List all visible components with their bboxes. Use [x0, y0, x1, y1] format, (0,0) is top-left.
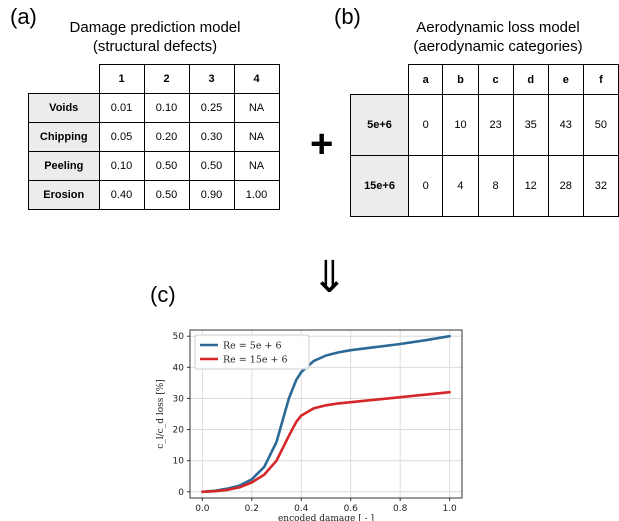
- panel-a-column-header: 2: [143, 64, 190, 94]
- panel-b-title-line2: (aerodynamic categories): [413, 38, 583, 55]
- panel-b-cell: 28: [547, 155, 584, 217]
- panel-b-letter: (b): [334, 4, 361, 29]
- y-tick-label: 10: [173, 457, 185, 467]
- panel-b-cell: 4: [442, 155, 479, 217]
- panel-a-column-header: 4: [233, 64, 280, 94]
- y-tick-label: 40: [173, 363, 185, 373]
- panel-b-corner-cell: [351, 65, 409, 95]
- panel-a-cell: 0.50: [143, 180, 190, 210]
- x-axis-label: encoded damage [ - ]: [278, 514, 374, 521]
- panel-b-row: 15e+6 0 4 8 12 28 32: [349, 155, 619, 217]
- panel-b-column-header: e: [547, 64, 584, 95]
- panel-a-cell: 0.05: [98, 122, 145, 152]
- panel-a-row: Chipping 0.05 0.20 0.30 NA: [28, 122, 280, 152]
- damage-prediction-table: 1 2 3 4 Voids 0.01 0.10 0.25 NA Chipping 0.05 0.20 0…: [28, 64, 280, 210]
- panel-b-cell: 23: [477, 94, 514, 156]
- plus-operator: +: [310, 122, 334, 166]
- panel-a-row: Peeling 0.10 0.50 0.50 NA: [28, 151, 280, 181]
- panel-b-row-label: 5e+6: [349, 94, 410, 156]
- panel-b-column-header: f: [582, 64, 619, 95]
- series-line-2: [201, 390, 451, 494]
- panel-b-cell: 0: [408, 155, 444, 217]
- series-line-1: [201, 334, 451, 494]
- legend-label-1: Re = 5e + 6: [223, 341, 281, 352]
- panel-b-column-header: b: [442, 64, 479, 95]
- x-tick-label: 1.0: [442, 504, 457, 514]
- panel-b-row-label: 15e+6: [349, 155, 410, 217]
- panel-a-corner-cell: [29, 65, 100, 94]
- y-tick-label: 0: [178, 488, 184, 498]
- panel-b-cell: 43: [547, 94, 584, 156]
- panel-a-cell: 0.10: [143, 93, 190, 123]
- panel-a-title-line2: (structural defects): [92, 38, 218, 55]
- panel-a-cell: 0.10: [98, 151, 145, 181]
- panel-a-cell: 0.40: [98, 180, 145, 210]
- panel-b-title: Aerodynamic loss model (aerodynamic cate…: [380, 18, 616, 56]
- panel-c-letter: (c): [150, 282, 176, 307]
- panel-a-cell: 1.00: [233, 180, 280, 210]
- panel-b-cell: 32: [582, 155, 619, 217]
- panel-a-cell: NA: [233, 93, 280, 123]
- panel-a-row: Erosion 0.40 0.50 0.90 1.00: [28, 180, 280, 210]
- legend-label-2: Re = 15e + 6: [223, 355, 288, 366]
- panel-a-cell: 0.20: [143, 122, 190, 152]
- panel-b-column-header: c: [477, 64, 514, 95]
- plot-frame: [189, 329, 463, 499]
- panel-a-cell: 0.30: [188, 122, 235, 152]
- panel-a-cell: NA: [233, 122, 280, 152]
- panel-b-column-header: a: [408, 64, 444, 95]
- legend-box: [194, 334, 310, 370]
- panel-b-cell: 8: [477, 155, 514, 217]
- panel-b-cell: 12: [512, 155, 549, 217]
- panel-a-cell: NA: [233, 151, 280, 181]
- x-tick-label: 0.4: [294, 504, 309, 514]
- panel-a-row-label: Voids: [28, 93, 100, 123]
- panel-a-cell: 0.01: [98, 93, 145, 123]
- panel-a-row-label: Erosion: [28, 180, 100, 210]
- panel-a-row: Voids 0.01 0.10 0.25 NA: [28, 93, 280, 123]
- x-tick-label: 0.6: [344, 504, 359, 514]
- panel-a-cell: 0.90: [188, 180, 235, 210]
- panel-a-title: Damage prediction model (structural defe…: [55, 18, 255, 56]
- panel-a-letter: (a): [10, 4, 37, 29]
- x-tick-label: 0.8: [393, 504, 408, 514]
- panel-b-cell: 0: [408, 94, 444, 156]
- panel-a-column-header: 1: [98, 64, 145, 94]
- panel-b-row: 5e+6 0 10 23 35 43 50: [349, 94, 619, 156]
- panel-b-title-line1: Aerodynamic loss model: [416, 19, 580, 36]
- panel-a-column-header: 3: [188, 64, 235, 94]
- panel-a-cell: 0.25: [188, 93, 235, 123]
- y-tick-label: 50: [173, 332, 185, 342]
- panel-a-cell: 0.50: [188, 151, 235, 181]
- x-tick-label: 0.2: [245, 504, 259, 514]
- y-tick-label: 30: [173, 394, 185, 404]
- panel-b-cell: 50: [582, 94, 619, 156]
- panel-a-title-line1: Damage prediction model: [69, 19, 241, 36]
- panel-a-row-label: Chipping: [28, 122, 100, 152]
- down-arrow-icon: ⇓: [311, 253, 348, 302]
- panel-b-cell: 10: [442, 94, 479, 156]
- aerodynamic-loss-table: a b c d e f 5e+6 0 10 23 35 43 50 15e+6 0 4 8 12 28 32: [349, 64, 619, 217]
- x-tick-label: 0.0: [195, 504, 210, 514]
- loss-chart: 0.0 0.2 0.4 0.6 0.8 1.0 0 10 20 30 40 50 encoded dam…: [156, 329, 463, 521]
- y-axis-label: c_l/c_d loss [%]: [156, 379, 166, 449]
- panel-b-column-header: d: [512, 64, 549, 95]
- panel-a-row-label: Peeling: [28, 151, 100, 181]
- y-tick-label: 20: [173, 426, 185, 436]
- panel-b-cell: 35: [512, 94, 549, 156]
- panel-a-cell: 0.50: [143, 151, 190, 181]
